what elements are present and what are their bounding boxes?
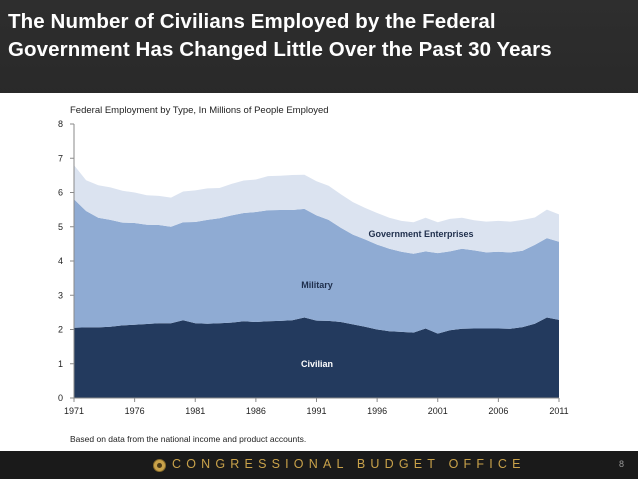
slide-title: The Number of Civilians Employed by the … <box>8 8 628 64</box>
area-government-enterprises <box>74 165 559 254</box>
series-label-civilian: Civilian <box>301 359 333 369</box>
x-tick-label: 1971 <box>64 406 84 416</box>
footer-org-name: CONGRESSIONAL BUDGET OFFICE <box>172 457 526 471</box>
y-tick-label: 1 <box>58 359 63 369</box>
x-tick-label: 2011 <box>549 406 568 416</box>
y-tick-label: 2 <box>58 325 63 335</box>
cbo-seal-icon <box>153 459 166 472</box>
x-tick-label: 1991 <box>306 406 326 416</box>
x-tick-label: 2006 <box>488 406 508 416</box>
y-tick-label: 8 <box>58 119 63 129</box>
y-tick-label: 7 <box>58 153 63 163</box>
chart-areas <box>74 165 559 398</box>
y-tick-label: 5 <box>58 222 63 232</box>
series-label-military: Military <box>301 280 333 290</box>
chart-axes: 0 1 2 3 4 5 6 7 8 1971 1976 1981 1986 1991 1996 2001 200… <box>58 119 569 416</box>
area-military <box>74 199 559 334</box>
x-tick-label: 1976 <box>125 406 145 416</box>
x-tick-label: 1981 <box>185 406 205 416</box>
employment-area-chart: Federal Employment by Type, In Millions … <box>58 105 569 444</box>
x-tick-label: 1986 <box>246 406 266 416</box>
x-tick-label: 2001 <box>428 406 448 416</box>
chart-title: Federal Employment by Type, In Millions … <box>70 105 329 116</box>
y-tick-label: 6 <box>58 188 63 198</box>
y-tick-label: 0 <box>58 393 63 403</box>
slide-title-line-1: The Number of Civilians Employed by the … <box>8 10 496 33</box>
slide-title-line-2: Government Has Changed Little Over the P… <box>8 38 552 61</box>
y-tick-label: 3 <box>58 290 63 300</box>
area-civilian <box>74 317 559 398</box>
footer-bar: CONGRESSIONAL BUDGET OFFICE 8 <box>0 451 638 479</box>
page-number: 8 <box>618 459 624 469</box>
chart-source-note: Based on data from the national income a… <box>70 434 306 444</box>
series-label-enterprises: Government Enterprises <box>368 229 473 239</box>
y-tick-label: 4 <box>58 256 63 266</box>
x-tick-label: 1996 <box>367 406 387 416</box>
